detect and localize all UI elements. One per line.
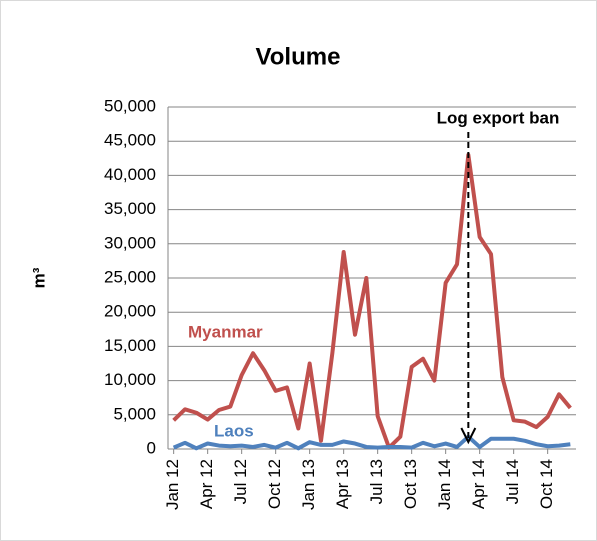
x-tick-label: Apr 13 xyxy=(333,459,352,509)
x-tick-label: Jan 14 xyxy=(435,459,454,510)
x-tick-label: Oct 13 xyxy=(401,459,420,509)
series-line xyxy=(172,434,571,451)
y-axis-label: m³ xyxy=(29,267,48,288)
y-tick-label: 45,000 xyxy=(104,131,156,150)
y-tick-label: 25,000 xyxy=(104,267,156,286)
x-tick-label: Apr 14 xyxy=(469,459,488,509)
chart-title: Volume xyxy=(256,43,341,70)
series-line xyxy=(172,152,572,450)
y-tick-label: 30,000 xyxy=(104,233,156,252)
y-tick-label: 10,000 xyxy=(104,370,156,389)
x-tick-label: Oct 14 xyxy=(537,459,556,509)
x-tick-label: Jan 12 xyxy=(163,459,182,510)
x-tick-label: Oct 12 xyxy=(265,459,284,509)
y-tick-label: 35,000 xyxy=(104,199,156,218)
y-tick-label: 15,000 xyxy=(104,336,156,355)
series-label: Myanmar xyxy=(188,322,263,341)
y-tick-label: 40,000 xyxy=(104,165,156,184)
y-tick-label: 0 xyxy=(147,438,156,457)
x-tick-label: Jul 13 xyxy=(367,459,386,504)
y-tick-label: 5,000 xyxy=(113,404,156,423)
y-tick-label: 50,000 xyxy=(104,96,156,115)
x-tick-label: Jul 14 xyxy=(503,459,522,504)
arrow-head xyxy=(460,427,477,445)
annotation: Log export ban xyxy=(437,108,560,127)
x-tick-label: Jul 12 xyxy=(231,459,250,504)
y-tick-label: 20,000 xyxy=(104,302,156,321)
x-tick-label: Apr 12 xyxy=(197,459,216,509)
series-label: Laos xyxy=(214,421,254,440)
x-tick-label: Jan 13 xyxy=(299,459,318,510)
